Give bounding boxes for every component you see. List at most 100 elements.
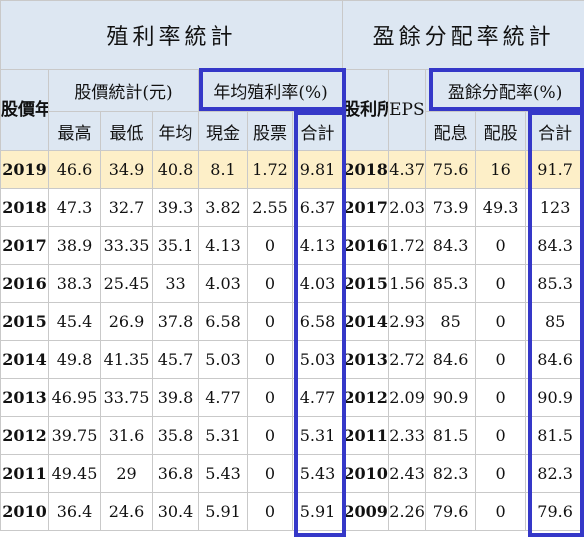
cell-year: 2013: [0, 378, 49, 417]
cell-payout-stock: 0: [475, 454, 527, 493]
cell-total: 4.13: [291, 226, 344, 265]
cell-stock: 0: [247, 492, 293, 531]
cell-cash: 4.13: [198, 226, 248, 265]
cell-total: 6.58: [291, 302, 344, 341]
cell-stock: 0: [247, 340, 293, 379]
table-row: 2013 46.95 33.75 39.8 4.77 0 4.77 2012 2…: [0, 378, 584, 417]
col-header-eps: EPS(元): [388, 69, 427, 151]
cell-high: 49.45: [48, 454, 101, 493]
cell-cash: 4.03: [198, 264, 248, 303]
cell-payout-total: 90.9: [525, 378, 584, 417]
cell-stock: 0: [247, 454, 293, 493]
cell-low: 32.7: [100, 188, 153, 227]
cell-period: 2013: [342, 340, 390, 379]
cell-payout-stock: 0: [475, 416, 527, 455]
col-header-payout-stock: 配股: [475, 111, 527, 151]
cell-payout-stock: 0: [475, 302, 527, 341]
cell-total: 4.77: [291, 378, 344, 417]
cell-total: 4.03: [291, 264, 344, 303]
cell-payout-cash: 85.3: [425, 264, 477, 303]
table-row: 2010 36.4 24.6 30.4 5.91 0 5.91 2009 2.2…: [0, 492, 584, 531]
cell-avg: 40.8: [152, 150, 199, 189]
cell-low: 41.35: [100, 340, 153, 379]
cell-period: 2018: [342, 150, 390, 189]
cell-avg: 35.8: [152, 416, 199, 455]
cell-low: 25.45: [100, 264, 153, 303]
cell-stock: 0: [247, 302, 293, 341]
cell-low: 24.6: [100, 492, 153, 531]
cell-eps: 1.56: [388, 264, 427, 303]
cell-total: 9.81: [291, 150, 344, 189]
cell-payout-total: 82.3: [525, 454, 584, 493]
table-row: 2012 39.75 31.6 35.8 5.31 0 5.31 2011 2.…: [0, 416, 584, 455]
cell-low: 31.6: [100, 416, 153, 455]
cell-low: 26.9: [100, 302, 153, 341]
cell-payout-total: 91.7: [525, 150, 584, 189]
col-header-profit-period: 股利所屬期間: [342, 69, 390, 151]
cell-year: 2017: [0, 226, 49, 265]
cell-high: 36.4: [48, 492, 101, 531]
cell-period: 2012: [342, 378, 390, 417]
cell-total: 5.43: [291, 454, 344, 493]
cell-total: 6.37: [291, 188, 344, 227]
cell-payout-cash: 85: [425, 302, 477, 341]
cell-year: 2015: [0, 302, 49, 341]
cell-cash: 5.91: [198, 492, 248, 531]
cell-payout-stock: 0: [475, 226, 527, 265]
col-header-payout-total: 合計: [525, 111, 584, 151]
cell-period: 2014: [342, 302, 390, 341]
col-header-stock: 股票: [247, 111, 293, 151]
cell-payout-cash: 79.6: [425, 492, 477, 531]
cell-stock: 1.72: [247, 150, 293, 189]
cell-eps: 2.03: [388, 188, 427, 227]
cell-cash: 6.58: [198, 302, 248, 341]
cell-period: 2009: [342, 492, 390, 531]
cell-year: 2016: [0, 264, 49, 303]
cell-cash: 4.77: [198, 378, 248, 417]
cell-payout-cash: 90.9: [425, 378, 477, 417]
cell-period: 2016: [342, 226, 390, 265]
cell-high: 46.6: [48, 150, 101, 189]
cell-avg: 39.3: [152, 188, 199, 227]
cell-high: 38.3: [48, 264, 101, 303]
cell-payout-stock: 16: [475, 150, 527, 189]
cell-cash: 8.1: [198, 150, 248, 189]
table-row: 2011 49.45 29 36.8 5.43 0 5.43 2010 2.43…: [0, 454, 584, 493]
cell-low: 34.9: [100, 150, 153, 189]
cell-year: 2014: [0, 340, 49, 379]
col-header-total: 合計: [291, 111, 344, 151]
cell-low: 29: [100, 454, 153, 493]
cell-eps: 2.93: [388, 302, 427, 341]
cell-payout-cash: 84.6: [425, 340, 477, 379]
table-row: 2017 38.9 33.35 35.1 4.13 0 4.13 2016 1.…: [0, 226, 584, 265]
table-row: 2018 47.3 32.7 39.3 3.82 2.55 6.37 2017 …: [0, 188, 584, 227]
cell-eps: 1.72: [388, 226, 427, 265]
cell-payout-cash: 75.6: [425, 150, 477, 189]
col-header-price-stats: 股價統計(元): [48, 69, 199, 112]
cell-payout-cash: 82.3: [425, 454, 477, 493]
section-title-yield: 殖利率統計: [0, 0, 344, 70]
cell-total: 5.91: [291, 492, 344, 531]
table-row: 2019 46.6 34.9 40.8 8.1 1.72 9.81 2018 4…: [0, 150, 584, 189]
cell-year: 2019: [0, 150, 49, 189]
col-header-cash: 現金: [198, 111, 248, 151]
col-header-payout-cash: 配息: [425, 111, 477, 151]
cell-year: 2010: [0, 492, 49, 531]
cell-stock: 0: [247, 416, 293, 455]
cell-payout-total: 85.3: [525, 264, 584, 303]
cell-payout-total: 84.3: [525, 226, 584, 265]
cell-payout-stock: 0: [475, 378, 527, 417]
cell-cash: 5.43: [198, 454, 248, 493]
cell-eps: 4.37: [388, 150, 427, 189]
cell-avg: 35.1: [152, 226, 199, 265]
cell-cash: 3.82: [198, 188, 248, 227]
cell-period: 2011: [342, 416, 390, 455]
cell-year: 2012: [0, 416, 49, 455]
col-header-avg-yield: 年均殖利率(%): [197, 69, 344, 112]
cell-stock: 0: [247, 264, 293, 303]
cell-eps: 2.09: [388, 378, 427, 417]
cell-eps: 2.26: [388, 492, 427, 531]
cell-year: 2011: [0, 454, 49, 493]
